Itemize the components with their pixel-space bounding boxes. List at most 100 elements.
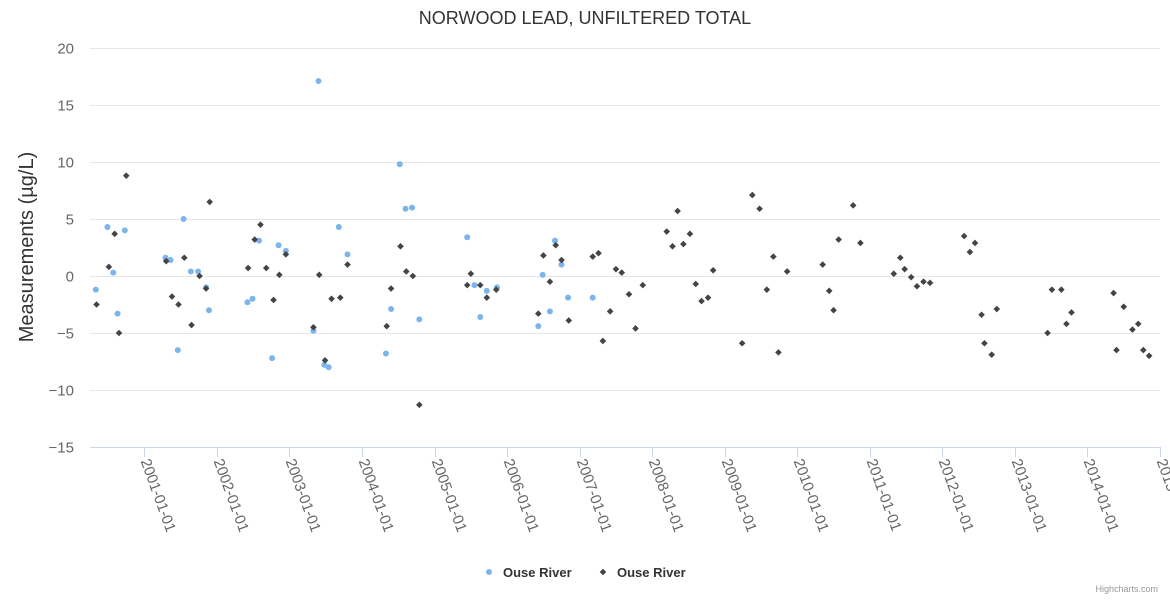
ouse-river-circle-point[interactable]: [565, 294, 572, 301]
ouse-river-diamond-point[interactable]: [251, 236, 258, 243]
ouse-river-diamond-point[interactable]: [589, 253, 597, 260]
ouse-river-diamond-point[interactable]: [993, 305, 1001, 313]
ouse-river-diamond-point[interactable]: [692, 280, 700, 288]
ouse-river-diamond-point[interactable]: [625, 290, 633, 298]
ouse-river-diamond-point[interactable]: [1044, 329, 1051, 337]
ouse-river-diamond-point[interactable]: [595, 249, 602, 257]
ouse-river-diamond-point[interactable]: [686, 230, 694, 238]
ouse-river-diamond-point[interactable]: [709, 267, 717, 274]
ouse-river-diamond-point[interactable]: [1120, 303, 1128, 311]
ouse-river-diamond-point[interactable]: [849, 202, 857, 209]
ouse-river-circle-point[interactable]: [282, 247, 289, 254]
ouse-river-circle-point[interactable]: [335, 223, 342, 230]
ouse-river-diamond-point[interactable]: [492, 286, 500, 293]
ouse-river-diamond-point[interactable]: [1063, 320, 1070, 328]
ouse-river-diamond-point[interactable]: [321, 357, 329, 364]
ouse-river-circle-point[interactable]: [244, 299, 251, 306]
ouse-river-diamond-point[interactable]: [476, 281, 484, 289]
ouse-river-circle-point[interactable]: [546, 308, 553, 315]
ouse-river-diamond-point[interactable]: [913, 282, 921, 290]
ouse-river-diamond-point[interactable]: [463, 281, 471, 289]
ouse-river-diamond-point[interactable]: [416, 401, 423, 409]
ouse-river-diamond-point[interactable]: [402, 268, 410, 275]
ouse-river-diamond-point[interactable]: [1113, 346, 1120, 354]
ouse-river-diamond-point[interactable]: [540, 252, 547, 259]
ouse-river-diamond-point[interactable]: [344, 261, 351, 268]
ouse-river-circle-point[interactable]: [402, 205, 409, 212]
ouse-river-diamond-point[interactable]: [896, 254, 904, 262]
ouse-river-circle-point[interactable]: [464, 234, 471, 241]
ouse-river-circle-point[interactable]: [589, 294, 596, 301]
ouse-river-diamond-point[interactable]: [756, 205, 763, 213]
ouse-river-diamond-point[interactable]: [988, 351, 996, 358]
ouse-river-diamond-point[interactable]: [960, 232, 968, 240]
ouse-river-circle-point[interactable]: [551, 237, 558, 244]
ouse-river-circle-point[interactable]: [187, 268, 194, 275]
ouse-river-diamond-point[interactable]: [704, 294, 712, 301]
ouse-river-diamond-point[interactable]: [890, 270, 898, 278]
ouse-river-diamond-point[interactable]: [663, 228, 671, 235]
ouse-river-circle-point[interactable]: [269, 355, 276, 362]
ouse-river-circle-point[interactable]: [325, 364, 332, 371]
ouse-river-circle-point[interactable]: [483, 287, 490, 294]
ouse-river-diamond-point[interactable]: [749, 191, 756, 199]
ouse-river-diamond-point[interactable]: [680, 240, 687, 248]
ouse-river-diamond-point[interactable]: [920, 278, 927, 285]
ouse-river-diamond-point[interactable]: [857, 239, 864, 247]
ouse-river-circle-point[interactable]: [477, 314, 484, 321]
ouse-river-circle-point[interactable]: [396, 161, 403, 168]
ouse-river-diamond-point[interactable]: [825, 287, 833, 295]
ouse-river-diamond-point[interactable]: [270, 296, 277, 304]
ouse-river-diamond-point[interactable]: [1110, 289, 1117, 297]
ouse-river-diamond-point[interactable]: [168, 293, 176, 300]
ouse-river-circle-point[interactable]: [409, 204, 416, 211]
ouse-river-circle-point[interactable]: [310, 327, 317, 334]
ouse-river-circle-point[interactable]: [558, 261, 565, 268]
ouse-river-diamond-point[interactable]: [202, 285, 210, 292]
ouse-river-diamond-point[interactable]: [632, 325, 639, 332]
ouse-river-diamond-point[interactable]: [926, 279, 934, 287]
ouse-river-diamond-point[interactable]: [188, 321, 195, 329]
ouse-river-diamond-point[interactable]: [310, 324, 317, 331]
ouse-river-diamond-point[interactable]: [830, 306, 837, 314]
ouse-river-diamond-point[interactable]: [483, 294, 491, 301]
ouse-river-diamond-point[interactable]: [698, 297, 705, 305]
ouse-river-circle-point[interactable]: [174, 347, 181, 354]
ouse-river-diamond-point[interactable]: [783, 268, 791, 275]
ouse-river-diamond-point[interactable]: [612, 265, 620, 273]
ouse-river-diamond-point[interactable]: [981, 339, 988, 347]
ouse-river-circle-point[interactable]: [249, 295, 256, 302]
ouse-river-diamond-point[interactable]: [276, 271, 283, 279]
ouse-river-diamond-point[interactable]: [1145, 352, 1153, 360]
ouse-river-diamond-point[interactable]: [111, 230, 118, 238]
ouse-river-diamond-point[interactable]: [122, 172, 130, 179]
ouse-river-diamond-point[interactable]: [618, 269, 626, 276]
ouse-river-diamond-point[interactable]: [606, 308, 614, 315]
ouse-river-circle-point[interactable]: [388, 306, 395, 313]
ouse-river-diamond-point[interactable]: [835, 236, 842, 243]
ouse-river-circle-point[interactable]: [205, 307, 212, 314]
ouse-river-diamond-point[interactable]: [763, 286, 771, 293]
ouse-river-diamond-point[interactable]: [565, 317, 573, 324]
ouse-river-diamond-point[interactable]: [162, 257, 170, 265]
ouse-river-circle-point[interactable]: [92, 286, 99, 293]
ouse-river-diamond-point[interactable]: [552, 241, 560, 249]
ouse-river-diamond-point[interactable]: [770, 253, 777, 260]
credits-link[interactable]: Highcharts.com: [1095, 584, 1158, 594]
ouse-river-diamond-point[interactable]: [775, 349, 782, 356]
ouse-river-diamond-point[interactable]: [387, 285, 395, 292]
ouse-river-circle-point[interactable]: [416, 316, 423, 323]
ouse-river-diamond-point[interactable]: [196, 272, 203, 280]
ouse-river-diamond-point[interactable]: [1134, 320, 1142, 328]
ouse-river-diamond-point[interactable]: [535, 310, 542, 317]
ouse-river-circle-point[interactable]: [114, 310, 121, 317]
ouse-river-diamond-point[interactable]: [674, 207, 681, 215]
ouse-river-circle-point[interactable]: [539, 271, 546, 278]
legend-item[interactable]: Ouse River: [599, 565, 686, 580]
ouse-river-diamond-point[interactable]: [181, 254, 188, 262]
legend-item[interactable]: Ouse River: [486, 565, 572, 580]
ouse-river-diamond-point[interactable]: [639, 281, 647, 289]
ouse-river-diamond-point[interactable]: [669, 243, 676, 250]
ouse-river-diamond-point[interactable]: [1140, 346, 1147, 354]
ouse-river-diamond-point[interactable]: [328, 295, 335, 303]
